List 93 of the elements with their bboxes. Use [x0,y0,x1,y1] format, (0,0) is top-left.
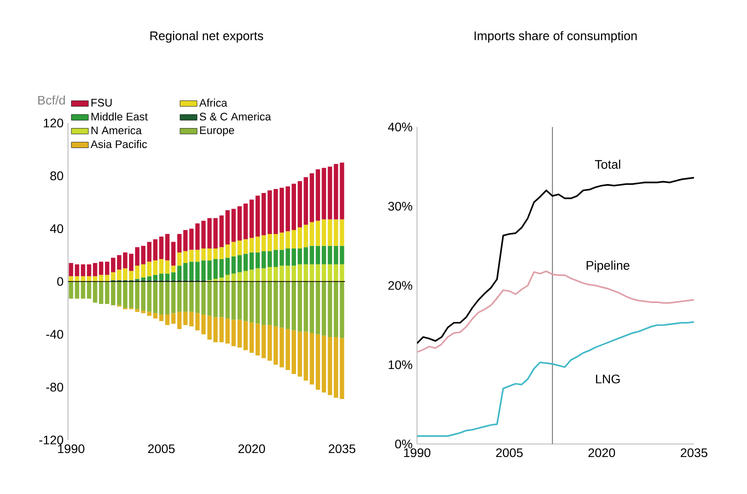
x-tick-label: 2035 [680,448,708,458]
bar [219,247,224,260]
bar [322,246,326,264]
bar [213,259,218,279]
x-tick-label: 2020 [588,448,616,458]
bar [334,336,338,398]
bar [213,248,218,260]
bar [340,282,344,338]
bar [68,263,74,276]
bar [219,215,224,248]
bar [334,246,338,264]
chart-title: Regional net exports [150,31,264,43]
x-tick-label: 2005 [148,444,175,454]
x-tick-label: 2005 [496,448,523,458]
y-tick-label: 40 [50,224,64,234]
y-tick-label: 30% [388,202,412,211]
series-label: Total [594,160,620,169]
legend-label: N America [91,126,142,134]
bar [322,336,326,392]
bar [195,223,200,250]
chart-title: Imports share of consumption [474,31,637,43]
bar [207,316,212,340]
bar [225,282,230,318]
legend-label: Middle East [91,112,148,120]
bar [195,262,200,280]
bar [225,258,230,275]
legend-label: S & C America [200,112,272,120]
bar [322,282,326,336]
bar [207,218,212,248]
legend-label: Asia Pacific [90,140,147,148]
text: LNG [596,374,620,384]
legend-label: Europe [200,126,234,136]
bar [334,282,338,337]
bar [328,336,332,396]
bar [328,282,332,337]
bar [183,251,188,264]
x-tick-label: 2035 [328,444,356,454]
bar [328,219,332,246]
bar [213,317,218,342]
bar [213,282,218,318]
bar [340,338,344,400]
bar [334,164,338,220]
bar [183,230,188,252]
bar [189,312,194,326]
bar [207,248,212,260]
y-tick-label: 40% [388,122,412,132]
bar [207,282,212,316]
legend-label: Africa [199,98,228,107]
bar [322,219,326,246]
bar [219,282,224,318]
bar [201,248,206,260]
bar [201,260,206,280]
bar [189,282,194,312]
y-tick-label: -80 [46,382,64,392]
bar [340,219,344,246]
bar [177,252,182,266]
bar [201,314,206,334]
bar [189,262,194,280]
bar [183,312,188,326]
x-tick-label: 1990 [404,448,430,458]
bar [195,282,200,314]
bar [328,166,332,220]
y-tick-label: 120 [44,118,64,128]
bar [189,228,194,250]
x-tick-label: 1990 [58,444,84,454]
bar [183,282,188,312]
bar [195,313,200,330]
y-tick-label: 80 [50,171,64,180]
bar [328,246,332,264]
bar [225,318,230,344]
y-tick-label: 0 [57,277,64,286]
y-tick-label: -40 [46,330,64,339]
y-axis-title: Bcf/d [38,95,65,105]
y-tick-label: -120 [39,436,64,444]
y-tick-label: 0% [395,440,412,448]
bar [207,260,212,280]
bar [225,210,230,245]
bar [334,219,338,246]
bar [340,162,344,220]
series-label: Pipeline [586,260,630,272]
bar [213,218,218,248]
bar [322,168,326,220]
y-tick-label: 10% [388,360,412,370]
x-tick-label: 2020 [238,444,266,454]
bar [219,259,224,278]
bar [225,244,230,258]
bar [340,246,344,264]
bar [219,317,224,342]
bar [201,282,206,315]
y-tick-label: 20% [388,281,412,290]
bar [183,263,188,280]
bar [201,220,206,248]
legend-label: FSU [91,98,112,107]
